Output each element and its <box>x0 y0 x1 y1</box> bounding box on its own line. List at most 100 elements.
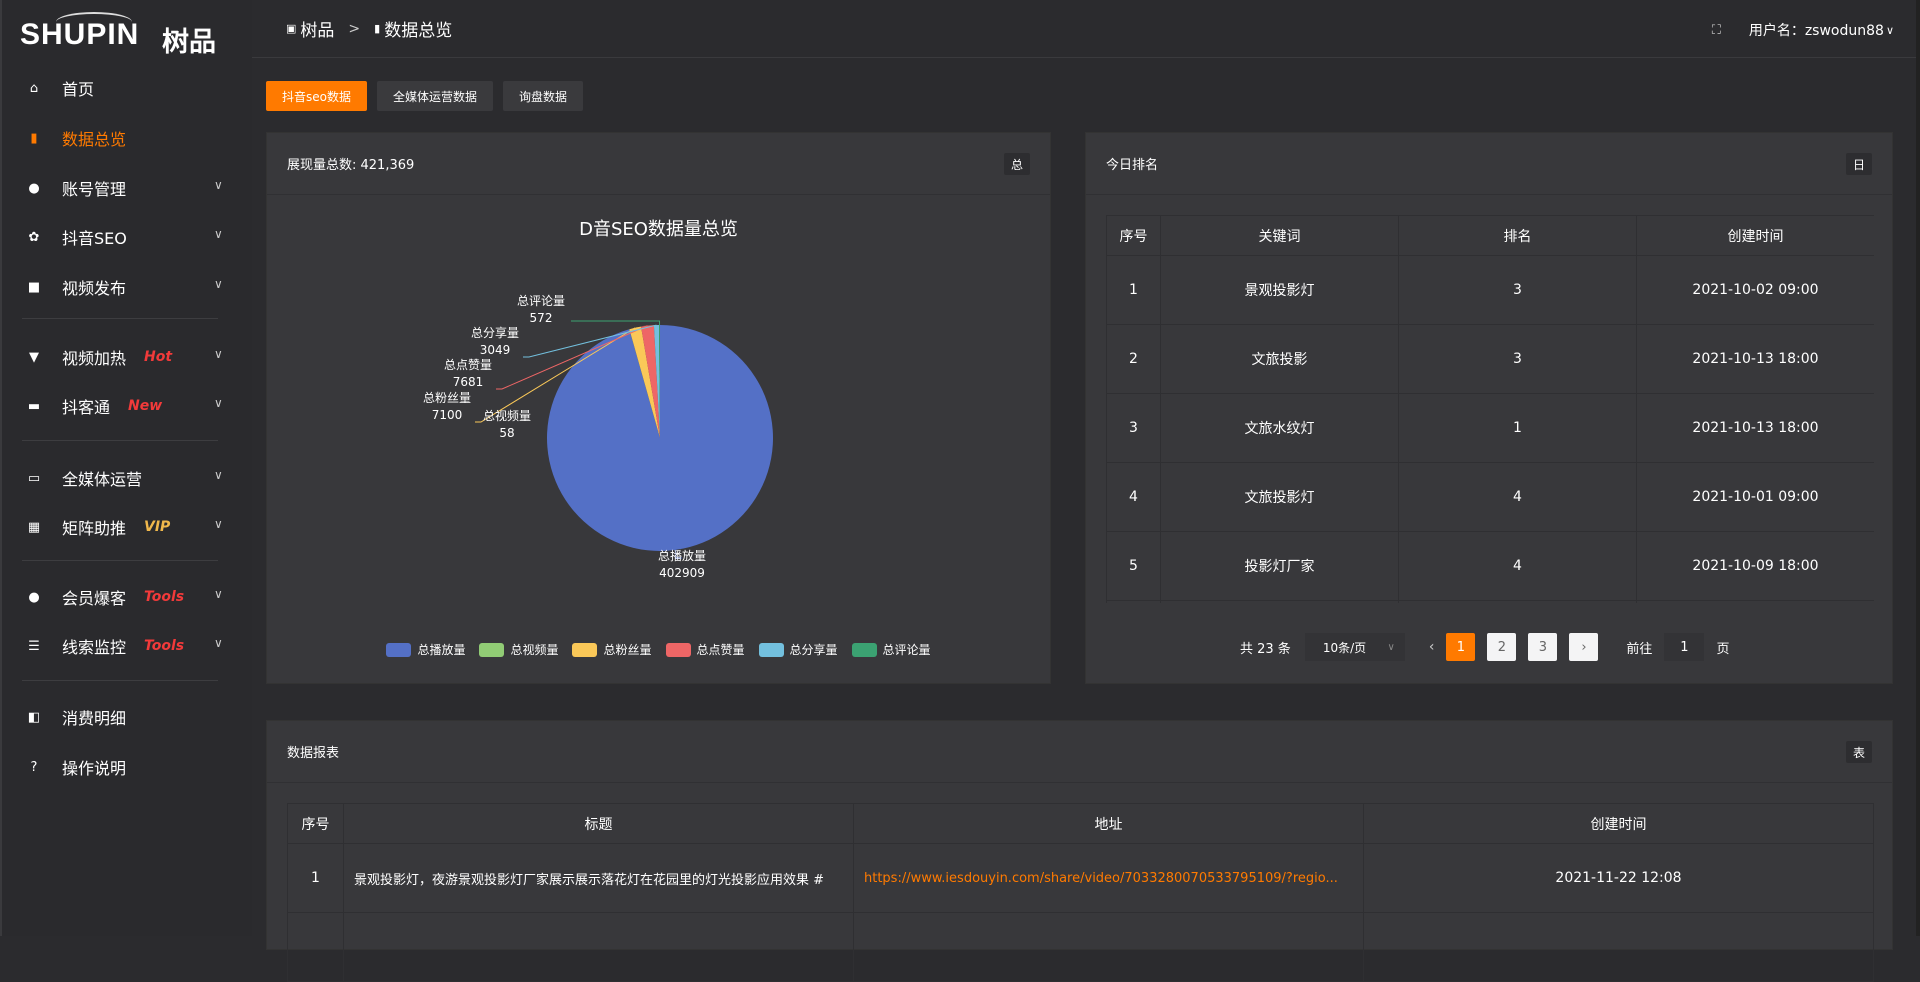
legend-item[interactable]: 总视频量 <box>479 641 558 658</box>
legend-label: 总点赞量 <box>696 643 745 657</box>
tab-inquiry[interactable]: 询盘数据 <box>503 81 584 111</box>
cell: 文旅水纹灯 <box>1160 393 1399 463</box>
sidebar-item-12[interactable]: ? 操作说明 <box>2 745 242 789</box>
report-title: 数据报表 <box>287 746 340 761</box>
sidebar-item-label: 视频发布 <box>62 279 127 298</box>
cell: 4 <box>1106 462 1161 532</box>
pie-label: 总点赞量 7681 <box>444 357 492 391</box>
table-row[interactable]: 1 景观投影灯 3 2021-10-02 09:00 <box>1106 255 1874 325</box>
sidebar-item-2[interactable]: ● 账号管理 ∨ <box>2 166 242 210</box>
chevron-down-icon: ∨ <box>214 347 223 361</box>
chevron-down-icon: ∨ <box>214 517 223 531</box>
chevron-down-icon: ∨ <box>214 227 223 241</box>
pie-slice-1[interactable] <box>629 329 660 438</box>
pie-slice-3[interactable] <box>641 325 660 438</box>
ranking-table-wrap[interactable]: 序号 关键词 排名 创建时间 1 景观投影灯 3 2021-10-02 09:00 2 文… <box>1106 215 1874 603</box>
overview-title: 展现量总数: 421,369 <box>287 158 415 173</box>
logo-arc <box>56 12 132 32</box>
ranking-title: 今日排名 <box>1106 158 1159 173</box>
logo[interactable]: SHUPIN 树品 <box>20 12 230 58</box>
overview-tag[interactable]: 总 <box>1004 153 1030 175</box>
sidebar-item-0[interactable]: ⌂ 首页 <box>2 66 242 110</box>
sidebar-divider <box>22 440 218 441</box>
logo-cn: 树品 <box>162 27 216 58</box>
prev-page-button[interactable]: ‹ <box>1428 639 1435 655</box>
ranking-tag[interactable]: 日 <box>1846 153 1872 175</box>
sidebar-item-label: 会员爆客 <box>62 589 127 608</box>
legend-item[interactable]: 总分享量 <box>758 641 838 658</box>
fullscreen-icon[interactable]: ⛶ <box>1711 22 1721 38</box>
table-row[interactable]: 1 景观投影灯，夜游景观投影灯厂家展示展示落花灯在花园里的灯光投影应用效果 # … <box>287 843 1874 913</box>
col-rank: 排名 <box>1398 215 1637 256</box>
chart-legend: 总播放量 总视频量 总粉丝量 总点赞量 总分享量 总评论量 <box>267 641 1050 658</box>
legend-swatch <box>758 642 784 657</box>
sidebar-item-7[interactable]: ▭ 全媒体运营 ∨ <box>2 456 242 500</box>
pie-label: 总粉丝量 7100 <box>423 390 471 424</box>
camera-icon: ■ <box>27 279 41 295</box>
cell-url-link[interactable]: https://www.iesdouyin.com/share/video/70… <box>853 843 1364 913</box>
page-3[interactable]: 3 <box>1528 633 1558 661</box>
cell: 3 <box>1398 255 1637 325</box>
sidebar-item-6[interactable]: ▬ 抖客通 New ∨ <box>2 384 242 428</box>
table-row[interactable]: 2 文旅投影 3 2021-10-13 18:00 <box>1106 324 1874 394</box>
breadcrumb-home[interactable]: 树品 <box>300 21 335 41</box>
breadcrumb-current: 数据总览 <box>384 21 453 41</box>
pie-label-name: 总分享量 <box>471 326 520 340</box>
sidebar-item-3[interactable]: ✿ 抖音SEO ∨ <box>2 215 242 259</box>
page-size-select[interactable]: 10条/页 ∨ <box>1304 633 1405 661</box>
tab-douyin-seo[interactable]: 抖音seo数据 <box>266 81 367 111</box>
page-scrollbar[interactable] <box>1916 0 1920 936</box>
table-row <box>1106 600 1874 603</box>
report-panel: 数据报表 表 序号 标题 地址 创建时间 1 景观投影灯，夜游景观投影灯厂家展示展… <box>266 720 1893 982</box>
sidebar-item-8[interactable]: ▦ 矩阵助推 VIP ∨ <box>2 505 242 549</box>
legend-item[interactable]: 总评论量 <box>851 641 931 658</box>
table-row[interactable]: 3 文旅水纹灯 1 2021-10-13 18:00 <box>1106 393 1874 463</box>
pie-label: 总评论量 572 <box>517 293 565 327</box>
cell: 1 <box>1106 255 1161 325</box>
breadcrumb: ▣ 树品 > ▮ 数据总览 <box>286 16 453 42</box>
legend-label: 总评论量 <box>882 643 931 657</box>
sidebar-item-label: 抖客通 <box>62 398 111 417</box>
chevron-down-icon[interactable]: ∨ <box>1885 23 1894 37</box>
pie-slice-2[interactable] <box>629 326 660 438</box>
table-row[interactable]: 5 投影灯厂家 4 2021-10-09 18:00 <box>1106 531 1874 601</box>
cell: 2021-10-01 09:00 <box>1636 462 1874 532</box>
pie-leader-line <box>475 327 636 423</box>
sidebar-item-label: 消费明细 <box>62 709 127 728</box>
tab-all-media[interactable]: 全媒体运营数据 <box>376 81 493 111</box>
goto-input[interactable]: 1 <box>1664 633 1705 661</box>
col-title: 标题 <box>343 803 854 844</box>
sidebar-item-4[interactable]: ■ 视频发布 ∨ <box>2 265 242 309</box>
cell-created: 2021-11-22 12:08 <box>1363 843 1874 913</box>
sidebar-item-1[interactable]: ▮ 数据总览 <box>2 116 242 160</box>
pie-slice-4[interactable] <box>653 325 660 438</box>
page-2[interactable]: 2 <box>1487 633 1517 661</box>
cell: 3 <box>1106 393 1161 463</box>
sidebar-badge: New <box>128 398 163 414</box>
legend-item[interactable]: 总粉丝量 <box>572 641 652 658</box>
legend-swatch <box>851 642 877 657</box>
sidebar-item-9[interactable]: ● 会员爆客 Tools ∨ <box>2 575 242 619</box>
sidebar-item-label: 视频加热 <box>62 349 127 368</box>
bar-chart-icon: ▮ <box>374 22 381 35</box>
pie-label-name: 总视频量 <box>483 409 532 423</box>
legend-item[interactable]: 总点赞量 <box>665 641 745 658</box>
pager-total: 共 23 条 <box>1240 641 1291 657</box>
legend-item[interactable]: 总播放量 <box>386 641 465 658</box>
wallet-icon: ◧ <box>27 709 41 725</box>
legend-label: 总粉丝量 <box>603 643 652 657</box>
report-tag[interactable]: 表 <box>1846 741 1872 763</box>
next-page-button[interactable]: › <box>1569 633 1599 661</box>
table-row[interactable]: 4 文旅投影灯 4 2021-10-01 09:00 <box>1106 462 1874 532</box>
sidebar-item-10[interactable]: ☰ 线索监控 Tools ∨ <box>2 624 242 668</box>
logo-en: SHUPIN <box>20 18 140 51</box>
report-table: 序号 标题 地址 创建时间 1 景观投影灯，夜游景观投影灯厂家展示展示落花灯在花… <box>287 803 1874 982</box>
sidebar-item-5[interactable]: ▼ 视频加热 Hot ∨ <box>2 335 242 379</box>
page-1[interactable]: 1 <box>1446 633 1476 661</box>
sidebar-item-11[interactable]: ◧ 消费明细 <box>2 695 242 739</box>
legend-swatch <box>665 642 691 657</box>
pie-leader-line <box>523 324 657 358</box>
chevron-down-icon: ∨ <box>214 396 223 410</box>
user-menu[interactable]: 用户名：zswodun88 <box>1748 23 1884 39</box>
ranking-table: 序号 关键词 排名 创建时间 1 景观投影灯 3 2021-10-02 09:00 2 文… <box>1106 215 1874 603</box>
